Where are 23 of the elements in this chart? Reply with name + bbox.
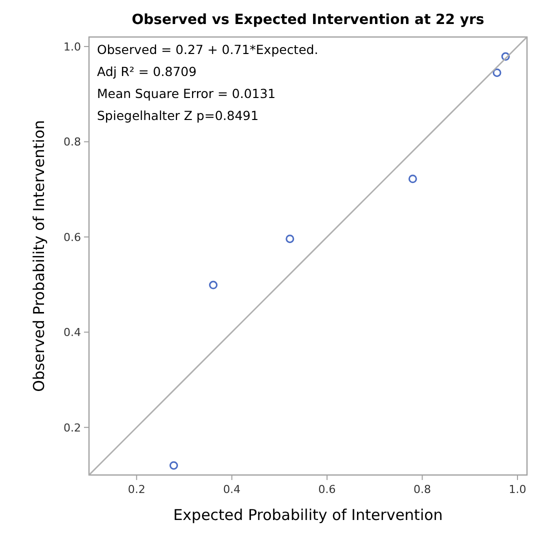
y-tick-label: 0.8 [64, 136, 81, 149]
x-tick-label: 0.4 [223, 483, 241, 496]
y-tick-label: 1.0 [64, 40, 81, 54]
y-tick-label: 0.4 [64, 326, 81, 340]
x-axis-title: Expected Probability of Intervention [173, 506, 443, 524]
point [501, 52, 510, 61]
y-tick-label: 0.2 [64, 421, 81, 434]
annotation: Observed = 0.27 + 0.71*Expected. [97, 42, 318, 57]
x-tick-label: 1.0 [508, 483, 526, 496]
point [408, 174, 417, 184]
annotation: Mean Square Error = 0.0131 [97, 86, 276, 101]
point [209, 280, 218, 290]
y-axis-title: Observed Probability of Intervention [30, 120, 48, 392]
annotation: Spiegelhalter Z p=0.8491 [97, 108, 259, 123]
annotation: Adj R² = 0.8709 [97, 64, 197, 79]
point [492, 68, 502, 77]
y-tick-label: 0.6 [64, 230, 81, 244]
x-tick-label: 0.6 [318, 483, 336, 496]
x-tick-label: 0.8 [414, 483, 432, 496]
x-tick-label: 0.2 [128, 483, 146, 496]
point [169, 461, 178, 470]
chart-title: Observed vs Expected Intervention at 22 yrs [132, 12, 484, 28]
point [286, 234, 294, 244]
